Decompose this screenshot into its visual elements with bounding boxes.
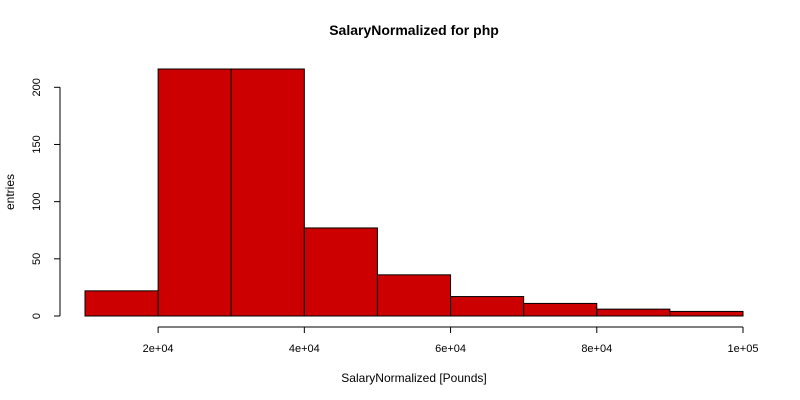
histogram-bar xyxy=(84,290,159,317)
bars-group xyxy=(84,68,744,317)
y-axis-label: entries xyxy=(3,174,17,210)
y-axis: 0 50 100 150 200 xyxy=(31,78,61,319)
x-axis-label: SalaryNormalized [Pounds] xyxy=(341,371,486,385)
x-tick-label: 8e+04 xyxy=(581,343,612,355)
y-tick-label: 200 xyxy=(31,78,43,96)
y-tick-label: 100 xyxy=(31,192,43,210)
x-tick-label: 2e+04 xyxy=(143,343,174,355)
histogram-bar xyxy=(450,296,525,317)
x-tick-label: 1e+05 xyxy=(728,343,759,355)
histogram-bar xyxy=(523,302,598,317)
x-axis: 2e+04 4e+04 6e+04 8e+04 1e+05 xyxy=(143,326,759,355)
histogram-bar xyxy=(230,68,305,317)
x-tick-label: 6e+04 xyxy=(435,343,466,355)
histogram-bar xyxy=(303,227,378,317)
x-tick-label: 4e+04 xyxy=(289,343,320,355)
histogram-bar xyxy=(669,310,744,317)
y-tick-label: 50 xyxy=(31,253,43,265)
chart-title: SalaryNormalized for php xyxy=(329,22,499,38)
y-tick-label: 150 xyxy=(31,135,43,153)
histogram-bar xyxy=(157,68,232,317)
histogram-bar xyxy=(376,274,452,317)
histogram-bar xyxy=(596,308,671,317)
y-tick-label: 0 xyxy=(31,313,43,319)
